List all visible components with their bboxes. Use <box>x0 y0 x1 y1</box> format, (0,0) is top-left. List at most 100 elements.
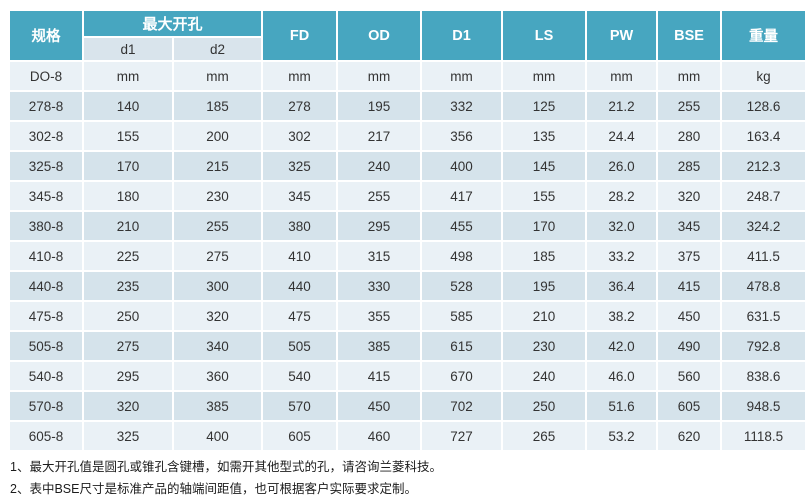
col-header-pw: PW <box>587 11 657 60</box>
value-cell: 320 <box>658 182 721 210</box>
value-cell: 605 <box>263 422 337 450</box>
value-cell: mm <box>587 62 657 90</box>
value-cell: 53.2 <box>587 422 657 450</box>
table-row: 278-8 140 185 278 195 332 125 21.2 255 128.6 <box>10 92 806 120</box>
col-header-max-bore-group: 最大开孔 <box>84 11 262 36</box>
table-row: 475-8 250 320 475 355 585 210 38.2 450 631.5 <box>10 302 806 330</box>
value-cell: 560 <box>658 362 721 390</box>
spec-cell: 302-8 <box>10 122 82 150</box>
value-cell: 385 <box>174 392 262 420</box>
value-cell: 225 <box>84 242 172 270</box>
value-cell: 478.8 <box>722 272 806 300</box>
table-row: 380-8 210 255 380 295 455 170 32.0 345 324.2 <box>10 212 806 240</box>
value-cell: 355 <box>338 302 421 330</box>
value-cell: 155 <box>503 182 586 210</box>
spec-cell: 605-8 <box>10 422 82 450</box>
value-cell: mm <box>658 62 721 90</box>
value-cell: 948.5 <box>722 392 806 420</box>
value-cell: 320 <box>174 302 262 330</box>
value-cell: mm <box>338 62 421 90</box>
table-row: 570-8 320 385 570 450 702 250 51.6 605 948.5 <box>10 392 806 420</box>
value-cell: 240 <box>503 362 586 390</box>
value-cell: 375 <box>658 242 721 270</box>
value-cell: 528 <box>422 272 502 300</box>
spec-cell: 540-8 <box>10 362 82 390</box>
spec-cell: 440-8 <box>10 272 82 300</box>
spec-cell: 345-8 <box>10 182 82 210</box>
footnote-1: 1、最大开孔值是圆孔或锥孔含键槽，如需开其他型式的孔，请咨询兰菱科技。 <box>10 460 442 474</box>
value-cell: 212.3 <box>722 152 806 180</box>
col-header-bse: BSE <box>658 11 721 60</box>
table-row: 440-8 235 300 440 330 528 195 36.4 415 478.8 <box>10 272 806 300</box>
value-cell: 36.4 <box>587 272 657 300</box>
value-cell: kg <box>722 62 806 90</box>
value-cell: 838.6 <box>722 362 806 390</box>
value-cell: 285 <box>658 152 721 180</box>
value-cell: 185 <box>174 92 262 120</box>
value-cell: mm <box>174 62 262 90</box>
value-cell: 140 <box>84 92 172 120</box>
value-cell: 28.2 <box>587 182 657 210</box>
value-cell: 24.4 <box>587 122 657 150</box>
table-row: 302-8 155 200 302 217 356 135 24.4 280 163.4 <box>10 122 806 150</box>
value-cell: 540 <box>263 362 337 390</box>
value-cell: 670 <box>422 362 502 390</box>
value-cell: 250 <box>503 392 586 420</box>
value-cell: mm <box>263 62 337 90</box>
value-cell: 255 <box>174 212 262 240</box>
value-cell: 475 <box>263 302 337 330</box>
spec-cell: 380-8 <box>10 212 82 240</box>
value-cell: 170 <box>503 212 586 240</box>
value-cell: 440 <box>263 272 337 300</box>
table-row: 540-8 295 360 540 415 670 240 46.0 560 838.6 <box>10 362 806 390</box>
spec-cell: 475-8 <box>10 302 82 330</box>
value-cell: 345 <box>263 182 337 210</box>
spec-cell: 325-8 <box>10 152 82 180</box>
value-cell: 32.0 <box>587 212 657 240</box>
value-cell: 415 <box>658 272 721 300</box>
value-cell: 163.4 <box>722 122 806 150</box>
spec-cell: 505-8 <box>10 332 82 360</box>
spec-table: 规格 最大开孔 FD OD D1 LS PW BSE 重量 d1 d2 DO-8… <box>8 9 807 452</box>
value-cell: 356 <box>422 122 502 150</box>
col-subheader-d1: d1 <box>84 38 172 60</box>
value-cell: 217 <box>338 122 421 150</box>
value-cell: 585 <box>422 302 502 330</box>
value-cell: 400 <box>422 152 502 180</box>
value-cell: 215 <box>174 152 262 180</box>
value-cell: 295 <box>84 362 172 390</box>
value-cell: 26.0 <box>587 152 657 180</box>
value-cell: 46.0 <box>587 362 657 390</box>
value-cell: 278 <box>263 92 337 120</box>
value-cell: 605 <box>658 392 721 420</box>
value-cell: 415 <box>338 362 421 390</box>
value-cell: mm <box>84 62 172 90</box>
value-cell: 125 <box>503 92 586 120</box>
value-cell: 180 <box>84 182 172 210</box>
spec-cell: 570-8 <box>10 392 82 420</box>
value-cell: 21.2 <box>587 92 657 120</box>
value-cell: 275 <box>174 242 262 270</box>
table-row: 410-8 225 275 410 315 498 185 33.2 375 411.5 <box>10 242 806 270</box>
value-cell: 345 <box>658 212 721 240</box>
value-cell: 450 <box>338 392 421 420</box>
value-cell: 275 <box>84 332 172 360</box>
value-cell: 195 <box>338 92 421 120</box>
value-cell: 42.0 <box>587 332 657 360</box>
value-cell: 210 <box>84 212 172 240</box>
col-header-fd: FD <box>263 11 337 60</box>
value-cell: 230 <box>503 332 586 360</box>
value-cell: 145 <box>503 152 586 180</box>
max-bore-group-label: 最大开孔 <box>142 16 203 33</box>
value-cell: 300 <box>174 272 262 300</box>
value-cell: 302 <box>263 122 337 150</box>
value-cell: 417 <box>422 182 502 210</box>
value-cell: 128.6 <box>722 92 806 120</box>
value-cell: 727 <box>422 422 502 450</box>
value-cell: 490 <box>658 332 721 360</box>
value-cell: 400 <box>174 422 262 450</box>
table-row: 325-8 170 215 325 240 400 145 26.0 285 212.3 <box>10 152 806 180</box>
value-cell: 385 <box>338 332 421 360</box>
table-row: 345-8 180 230 345 255 417 155 28.2 320 248.7 <box>10 182 806 210</box>
value-cell: 170 <box>84 152 172 180</box>
